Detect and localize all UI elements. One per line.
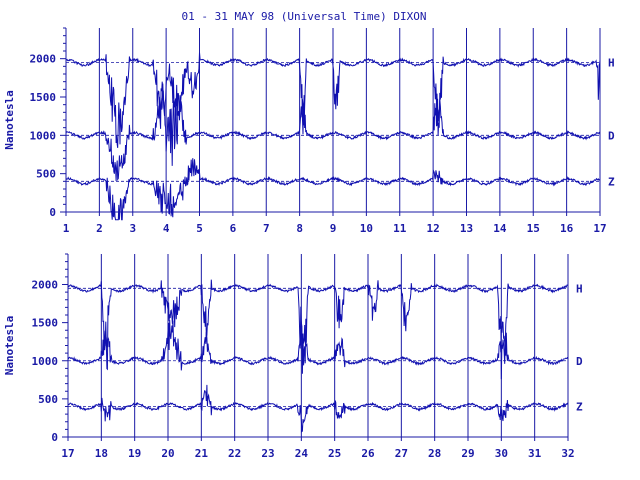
series-line-h [65,52,601,166]
series-label-h: H [608,57,615,70]
series-label-z: Z [576,401,583,414]
x-tick-label: 10 [360,222,373,235]
series-label-d: D [576,355,583,368]
x-tick-label: 22 [228,447,241,460]
x-tick-label: 26 [361,447,375,460]
x-tick-label: 16 [560,222,574,235]
x-tick-label: 27 [395,447,408,460]
y-axis-label: Nanotesla [3,90,16,150]
x-tick-label: 5 [196,222,203,235]
y-tick-label: 2000 [32,279,59,292]
x-tick-label: 1 [63,222,70,235]
chart-title: 01 - 31 MAY 98 (Universal Time) DIXON [181,10,426,23]
series-line-z [65,158,601,221]
x-tick-label: 17 [593,222,606,235]
x-tick-label: 18 [95,447,108,460]
x-tick-label: 8 [296,222,303,235]
series-line-d [65,63,601,182]
y-tick-label: 1000 [32,355,59,368]
y-tick-label: 500 [36,168,56,181]
series-line-d [67,320,569,371]
x-tick-label: 11 [393,222,407,235]
series-label-z: Z [608,175,615,188]
x-tick-label: 13 [460,222,473,235]
x-tick-label: 2 [96,222,103,235]
y-tick-label: 1500 [32,317,59,330]
x-tick-label: 15 [527,222,540,235]
y-axis-label: Nanotesla [3,316,16,376]
panel-days-17-32: 0 500 1000 1500 2000 17 18 19 20 21 22 23 24 25 26 27 28… [3,253,583,460]
x-tick-label: 28 [428,447,441,460]
x-tick-label: 9 [330,222,337,235]
series-label-h: H [576,282,583,295]
x-tick-label: 4 [163,222,170,235]
x-tick-label: 19 [128,447,141,460]
x-tick-label: 23 [261,447,274,460]
x-tick-label: 12 [427,222,440,235]
x-tick-label: 25 [328,447,341,460]
y-tick-label: 2000 [30,53,57,66]
x-tick-label: 14 [493,222,507,235]
y-tick-label: 1000 [30,129,57,142]
x-tick-label: 7 [263,222,270,235]
x-tick-label: 6 [230,222,237,235]
x-tick-label: 17 [61,447,74,460]
x-tick-label: 20 [161,447,174,460]
x-tick-label: 24 [295,447,309,460]
x-tick-label: 21 [195,447,209,460]
x-tick-label: 3 [129,222,136,235]
series-label-d: D [608,129,615,142]
y-tick-label: 0 [51,431,58,444]
y-tick-label: 0 [49,206,56,219]
series-line-h [67,279,569,380]
x-tick-label: 29 [461,447,474,460]
x-tick-label: 31 [528,447,542,460]
y-tick-label: 1500 [30,91,57,104]
y-tick-label: 500 [38,393,58,406]
x-tick-label: 30 [495,447,508,460]
x-tick-label: 32 [561,447,574,460]
series-line-z [67,384,569,433]
